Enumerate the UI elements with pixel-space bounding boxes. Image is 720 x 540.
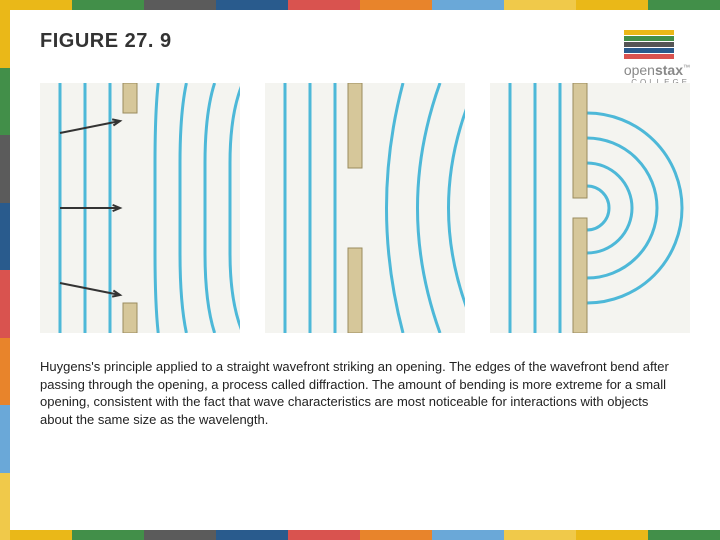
diagram-panels: [40, 83, 690, 333]
panel-medium-opening: [265, 83, 465, 333]
panel-svg-1: [40, 83, 240, 333]
panel-svg-2: [265, 83, 465, 333]
panel-wide-opening: [40, 83, 240, 333]
figure-caption: Huygens's principle applied to a straigh…: [40, 358, 680, 428]
logo-text: openstax™: [624, 62, 690, 78]
slide-content: FIGURE 27. 9 openstax™ COLLEGE Huygens's…: [10, 10, 720, 530]
logo-text-bold: stax: [655, 62, 683, 78]
logo-text-light: open: [624, 62, 655, 78]
openstax-logo: openstax™ COLLEGE: [624, 30, 690, 87]
logo-tm: ™: [683, 64, 690, 71]
logo-bars: [624, 30, 674, 60]
panel-svg-3: [490, 83, 690, 333]
figure-title: FIGURE 27. 9: [40, 30, 690, 53]
border-left: [0, 0, 10, 540]
border-bottom: [0, 530, 720, 540]
border-top: [0, 0, 720, 10]
panel-narrow-opening: [490, 83, 690, 333]
